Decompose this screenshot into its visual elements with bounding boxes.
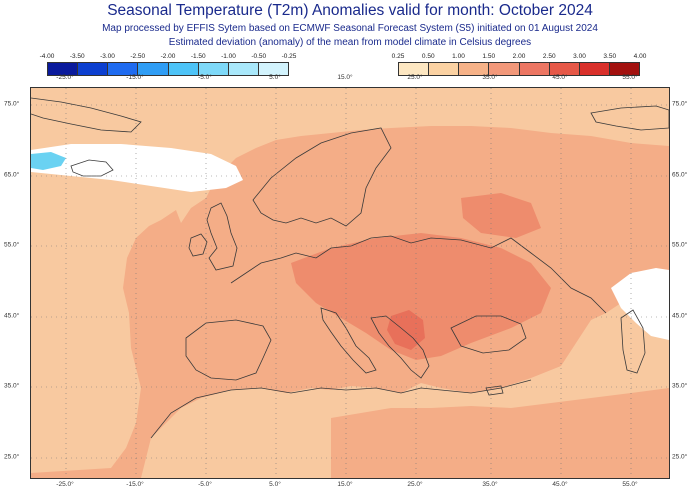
lat-label: 65.0° xyxy=(672,171,688,179)
lon-label: 15.0° xyxy=(337,74,353,81)
legend-tick: -1.50 xyxy=(190,53,206,60)
legend-positive-colorbar xyxy=(398,62,640,76)
anomaly-map-svg xyxy=(30,88,670,478)
lon-label: 15.0° xyxy=(337,481,353,488)
lon-label: -15.0° xyxy=(126,74,144,81)
coastline-caspian-sea xyxy=(620,309,646,374)
legend-tick: -0.50 xyxy=(251,53,267,60)
legend-negative-swatch xyxy=(48,63,79,75)
lon-label: -5.0° xyxy=(198,481,212,488)
cold-anomaly-core xyxy=(31,152,66,170)
lat-label: 45.0° xyxy=(4,312,20,320)
coastline-north-africa xyxy=(150,379,532,439)
legend-negative-swatch xyxy=(138,63,169,75)
legend-negative-swatch xyxy=(198,63,229,75)
legend-tick: -3.50 xyxy=(69,53,85,60)
coastline-ireland xyxy=(188,233,208,257)
legend-tick: 1.00 xyxy=(452,53,465,60)
legend-tick: 4.00 xyxy=(633,53,647,60)
lon-label: -25.0° xyxy=(56,74,74,81)
lat-label: 75.0° xyxy=(4,100,20,108)
lon-label: -5.0° xyxy=(198,74,212,81)
legend-positive-swatch xyxy=(429,63,460,75)
longitude-labels-top: -25.0° -15.0° -5.0° 5.0° 15.0° 25.0° 35.… xyxy=(0,74,700,84)
lon-label: -15.0° xyxy=(126,481,144,488)
coastline-continental-europe xyxy=(230,235,607,314)
lon-label: 35.0° xyxy=(482,481,498,488)
legend-tick: -1.00 xyxy=(221,53,236,60)
legend-negative-colorbar xyxy=(47,62,289,76)
anomaly-map[interactable] xyxy=(30,87,670,479)
lat-label: 55.0° xyxy=(4,241,20,249)
legend-positive-ticks: 0.25 0.50 1.00 1.50 2.00 2.50 3.00 3.50 … xyxy=(392,53,647,62)
legend-negative-swatch xyxy=(168,63,199,75)
lon-label: 25.0° xyxy=(407,74,423,81)
legend-tick: -4.00 xyxy=(39,53,55,60)
lat-label: 45.0° xyxy=(672,312,688,320)
graticule-grid xyxy=(31,88,669,478)
lat-label: 35.0° xyxy=(4,382,20,390)
legend-positive-swatch xyxy=(489,63,520,75)
lon-label: 55.0° xyxy=(622,74,638,81)
legend-negative-anomaly: -4.00 -3.50 -3.00 -2.50 -2.00 -1.50 -1.0… xyxy=(40,53,297,76)
lat-label: 55.0° xyxy=(672,241,688,249)
legend-positive-swatch xyxy=(609,63,639,75)
hot-anomaly-spot xyxy=(387,310,425,350)
coastline-balkans-greece xyxy=(370,315,430,379)
legend-tick: 2.00 xyxy=(512,53,526,60)
legend-negative-swatch xyxy=(228,63,259,75)
legend-positive-swatch xyxy=(399,63,430,75)
legend-tick: 0.50 xyxy=(421,53,435,60)
lon-label: 5.0° xyxy=(269,74,281,81)
legend-negative-ticks: -4.00 -3.50 -3.00 -2.50 -2.00 -1.50 -1.0… xyxy=(40,53,297,62)
coastline-iceland xyxy=(70,159,114,177)
legend-tick: -3.00 xyxy=(100,53,115,60)
warm-anomaly-zone-east xyxy=(461,193,541,238)
legend-tick: -0.25 xyxy=(281,53,297,60)
latitude-labels-left: 75.0° 65.0° 55.0° 45.0° 35.0° 25.0° xyxy=(4,0,26,495)
legend-positive-swatch xyxy=(519,63,550,75)
legend-positive-swatch xyxy=(459,63,490,75)
coastline-scandinavia xyxy=(252,127,392,227)
coastline-black-sea xyxy=(450,315,527,354)
legend-tick: 3.00 xyxy=(573,53,586,60)
lon-label: -25.0° xyxy=(56,481,74,488)
map-subtitle-source: Map processed by EFFIS Sytem based on EC… xyxy=(102,23,598,34)
lat-label: 75.0° xyxy=(672,100,688,108)
legend-tick: 3.50 xyxy=(603,53,617,60)
legend-negative-swatch xyxy=(78,63,109,75)
lat-label: 25.0° xyxy=(672,453,688,461)
lon-label: 25.0° xyxy=(407,481,423,488)
legend-tick: -2.50 xyxy=(130,53,146,60)
map-title: Seasonal Temperature (T2m) Anomalies val… xyxy=(107,2,593,19)
lon-label: 5.0° xyxy=(269,481,281,488)
map-subtitle-description: Estimated deviation (anomaly) of the mea… xyxy=(168,37,532,48)
legend-positive-swatch xyxy=(579,63,610,75)
coastline-cyprus xyxy=(485,385,504,396)
coastline-italy xyxy=(320,307,377,374)
legend-positive-swatch xyxy=(549,63,580,75)
lon-label: 45.0° xyxy=(552,74,568,81)
legend-negative-swatch xyxy=(108,63,139,75)
legend-negative-swatch xyxy=(258,63,288,75)
latitude-labels-right: 75.0° 65.0° 55.0° 45.0° 35.0° 25.0° xyxy=(672,0,694,495)
lat-label: 35.0° xyxy=(672,382,688,390)
cold-anomaly-patch-east xyxy=(611,268,669,340)
lat-label: 25.0° xyxy=(4,453,20,461)
lon-label: 45.0° xyxy=(552,481,568,488)
lon-label: 55.0° xyxy=(622,481,638,488)
lat-label: 65.0° xyxy=(4,171,20,179)
coastline-great-britain xyxy=(206,202,238,271)
legend-tick: 1.50 xyxy=(482,53,496,60)
legend-tick: -2.00 xyxy=(160,53,176,60)
legend-positive-anomaly: 0.25 0.50 1.00 1.50 2.00 2.50 3.00 3.50 … xyxy=(392,53,647,76)
coastline-iberia xyxy=(185,319,272,381)
legend-tick: 0.25 xyxy=(391,53,405,60)
longitude-labels-bottom: -25.0° -15.0° -5.0° 5.0° 15.0° 25.0° 35.… xyxy=(0,481,700,491)
legend-tick: 2.50 xyxy=(542,53,556,60)
lon-label: 35.0° xyxy=(482,74,498,81)
cold-anomaly-patch-west xyxy=(31,144,243,192)
warm-anomaly-zone xyxy=(291,233,551,360)
